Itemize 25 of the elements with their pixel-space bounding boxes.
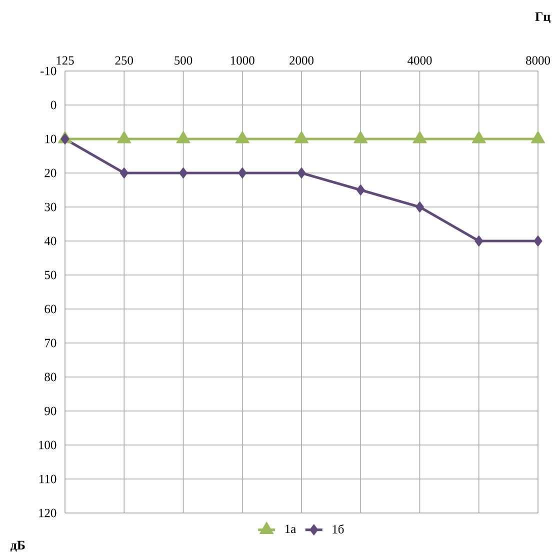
x-tick-label: 125 <box>56 56 74 65</box>
x-tick-label: 500 <box>174 56 192 65</box>
x-tick-label: 2000 <box>290 56 314 65</box>
legend-label: 1б <box>332 524 344 534</box>
y-tick-label: 90 <box>44 406 56 416</box>
y-tick-label: 40 <box>44 236 56 246</box>
y-tick-label: 50 <box>44 270 56 280</box>
y-tick-label: 30 <box>44 202 56 212</box>
y-tick-label: 100 <box>39 440 56 450</box>
y-axis-title: дБ <box>10 540 25 552</box>
y-tick-label: 80 <box>44 372 56 382</box>
x-tick-label: 4000 <box>408 56 432 65</box>
y-tick-label: 10 <box>45 134 56 144</box>
x-tick-label: 250 <box>115 56 133 65</box>
x-tick-label: 1000 <box>231 56 254 65</box>
y-tick-label: -10 <box>40 66 56 76</box>
y-tick-label: 110 <box>40 474 56 484</box>
x-axis-title: Гц <box>535 12 550 24</box>
y-tick-label: 20 <box>44 168 56 178</box>
y-tick-label: 120 <box>39 508 56 518</box>
y-tick-label: 0 <box>50 100 56 110</box>
legend-label: 1а <box>285 524 296 534</box>
y-tick-label: 60 <box>44 304 56 314</box>
x-tick-label: 8000 <box>526 56 550 65</box>
y-tick-label: 70 <box>45 338 56 348</box>
